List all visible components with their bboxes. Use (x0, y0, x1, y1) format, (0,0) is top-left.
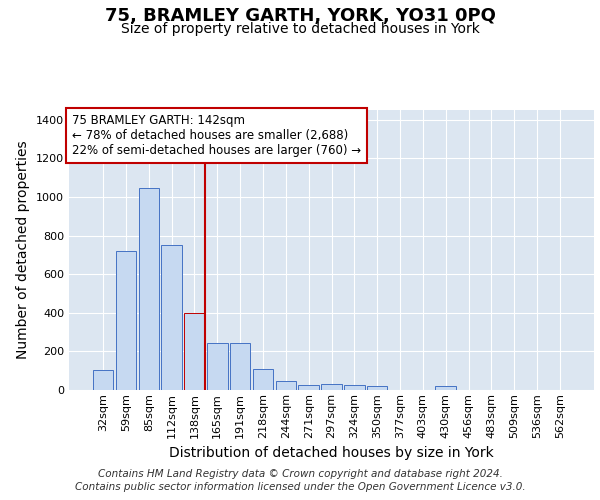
Bar (139, 188, 159, 390)
Bar (207, 344, 227, 390)
Bar (184, 313, 205, 390)
Bar (298, 385, 319, 390)
Bar (436, 386, 456, 390)
Text: 75 BRAMLEY GARTH: 142sqm
← 78% of detached houses are smaller (2,688)
22% of sem: 75 BRAMLEY GARTH: 142sqm ← 78% of detach… (71, 114, 361, 157)
X-axis label: Distribution of detached houses by size in York: Distribution of detached houses by size … (169, 446, 494, 460)
Bar (253, 369, 273, 390)
Text: 75, BRAMLEY GARTH, YORK, YO31 0PQ: 75, BRAMLEY GARTH, YORK, YO31 0PQ (104, 8, 496, 26)
Text: Size of property relative to detached houses in York: Size of property relative to detached ho… (121, 22, 479, 36)
Bar (230, 344, 250, 390)
Bar (161, 245, 182, 390)
Bar (116, 252, 136, 390)
Bar (344, 385, 365, 390)
Bar (93, 370, 113, 390)
Text: Contains HM Land Registry data © Crown copyright and database right 2024.
Contai: Contains HM Land Registry data © Crown c… (74, 470, 526, 492)
Bar (275, 380, 296, 390)
Bar (367, 386, 388, 390)
Bar (321, 384, 342, 390)
Y-axis label: Number of detached properties: Number of detached properties (16, 140, 31, 360)
